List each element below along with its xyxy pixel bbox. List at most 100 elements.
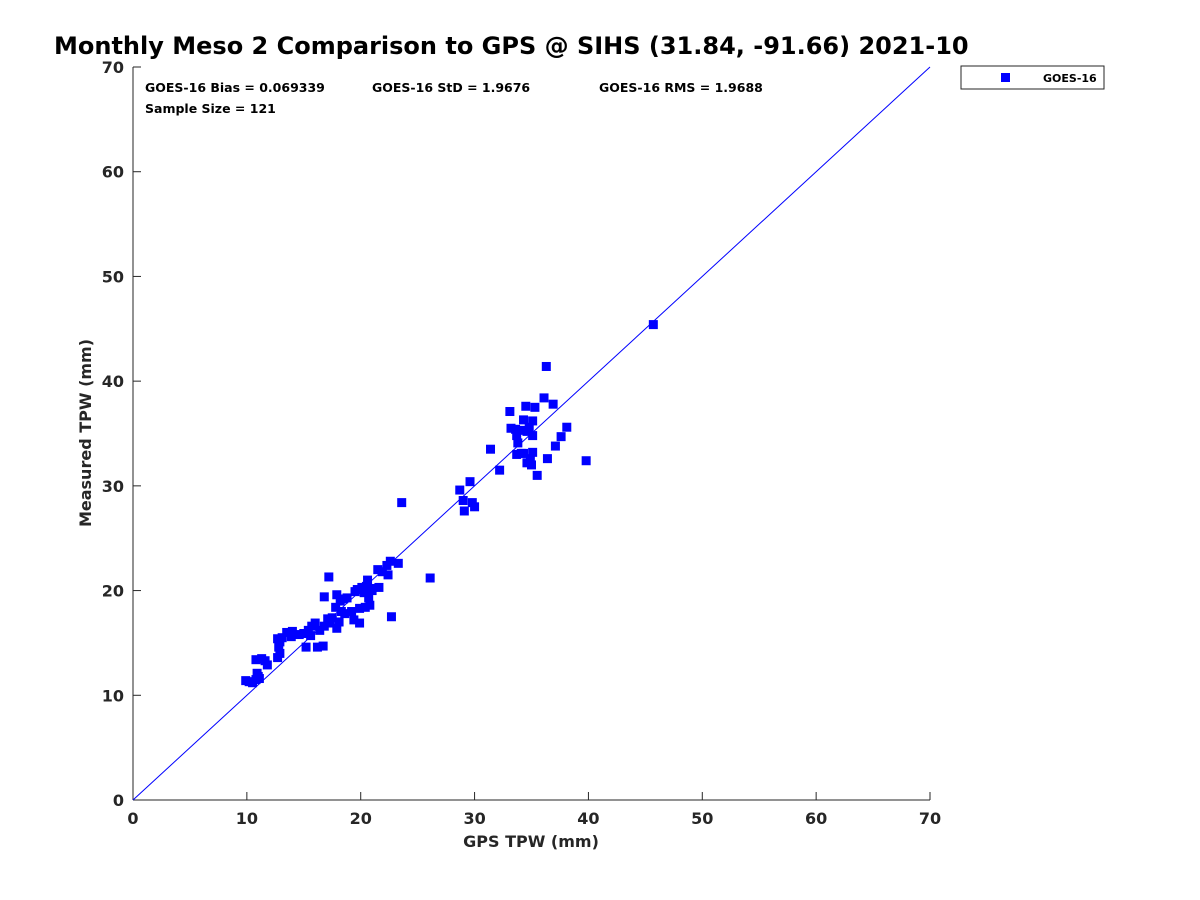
legend-marker-square [1001, 73, 1010, 82]
x-tick-label: 40 [577, 809, 599, 828]
data-point [363, 575, 373, 585]
data-point [315, 625, 325, 635]
std-stat: GOES-16 StD = 1.9676 [372, 80, 530, 95]
data-point [512, 431, 522, 441]
y-tick-label: 60 [102, 163, 124, 182]
data-point [365, 600, 375, 610]
data-point [548, 399, 558, 409]
data-point [282, 627, 292, 637]
data-point [528, 447, 538, 457]
data-point [525, 454, 535, 464]
data-point [397, 498, 407, 508]
data-point [519, 448, 529, 458]
x-tick-label: 10 [236, 809, 258, 828]
data-point [306, 631, 316, 641]
data-point [310, 618, 320, 628]
data-point [512, 449, 522, 459]
data-point [252, 668, 262, 678]
data-point [318, 641, 328, 651]
data-point [385, 556, 395, 566]
data-point [367, 586, 377, 596]
chart-title: Monthly Meso 2 Comparison to GPS @ SIHS … [54, 32, 969, 60]
y-tick-label: 50 [102, 267, 124, 286]
x-tick-label: 50 [691, 809, 713, 828]
data-point [361, 581, 371, 591]
data-point [352, 585, 362, 595]
data-point [495, 465, 505, 475]
data-point [530, 402, 540, 412]
data-point [349, 615, 359, 625]
data-point [528, 431, 538, 441]
data-point [319, 592, 329, 602]
bias-stat: GOES-16 Bias = 0.069339 [145, 80, 325, 95]
plot-axes [132, 67, 930, 801]
data-point [541, 361, 551, 371]
legend-box [960, 65, 1105, 90]
y-axis-ticks: 0 10 20 30 40 50 60 70 [102, 58, 141, 810]
data-point [393, 558, 403, 568]
data-point [325, 618, 335, 628]
data-point [425, 573, 435, 583]
y-tick-label: 20 [102, 582, 124, 601]
data-point [528, 416, 538, 426]
data-point [251, 655, 261, 665]
data-point [459, 506, 469, 516]
data-point [539, 393, 549, 403]
y-tick-label: 10 [102, 686, 124, 705]
data-point [511, 424, 521, 434]
x-axis-label: GPS TPW (mm) [463, 832, 599, 851]
data-point [334, 617, 344, 627]
data-point [355, 618, 365, 628]
data-point [505, 407, 515, 417]
x-tick-label: 30 [463, 809, 485, 828]
data-point [517, 425, 527, 435]
x-tick-label: 60 [805, 809, 827, 828]
data-point [383, 570, 393, 580]
x-tick-label: 70 [919, 809, 941, 828]
data-point [277, 633, 287, 643]
data-point [581, 456, 591, 466]
data-point [327, 613, 337, 623]
data-point [373, 565, 383, 575]
sample-size-stat: Sample Size = 121 [145, 101, 276, 116]
data-point [299, 629, 309, 639]
data-point [254, 674, 264, 684]
data-point [273, 653, 283, 663]
data-point [324, 572, 334, 582]
data-point [340, 609, 350, 619]
data-point [332, 623, 342, 633]
x-tick-label: 0 [127, 809, 138, 828]
data-point [287, 626, 297, 636]
data-point [506, 423, 516, 433]
y-tick-label: 30 [102, 477, 124, 496]
legend: GOES-16 [960, 65, 1105, 90]
data-point [347, 607, 357, 617]
data-point [455, 485, 465, 495]
x-axis-ticks: 0 10 20 30 40 50 60 70 [127, 792, 941, 828]
data-point [301, 642, 311, 652]
y-tick-label: 0 [113, 791, 124, 810]
data-point [458, 496, 468, 506]
data-point [486, 444, 496, 454]
data-point [521, 401, 531, 411]
y-axis-label: Measured TPW (mm) [76, 339, 95, 527]
data-point [532, 470, 542, 480]
data-point [342, 593, 352, 603]
data-point [648, 320, 658, 330]
y-tick-label: 40 [102, 372, 124, 391]
data-points [241, 320, 658, 688]
data-point [519, 415, 529, 425]
data-point [274, 642, 284, 652]
rms-stat: GOES-16 RMS = 1.9688 [599, 80, 763, 95]
data-point [562, 422, 572, 432]
legend-label: GOES-16 [1043, 72, 1097, 85]
data-point [364, 593, 374, 603]
data-point [262, 660, 272, 670]
data-point [331, 602, 341, 612]
data-point [355, 603, 365, 613]
data-point [319, 621, 329, 631]
data-point [374, 582, 384, 592]
data-point [360, 602, 370, 612]
data-point [542, 454, 552, 464]
